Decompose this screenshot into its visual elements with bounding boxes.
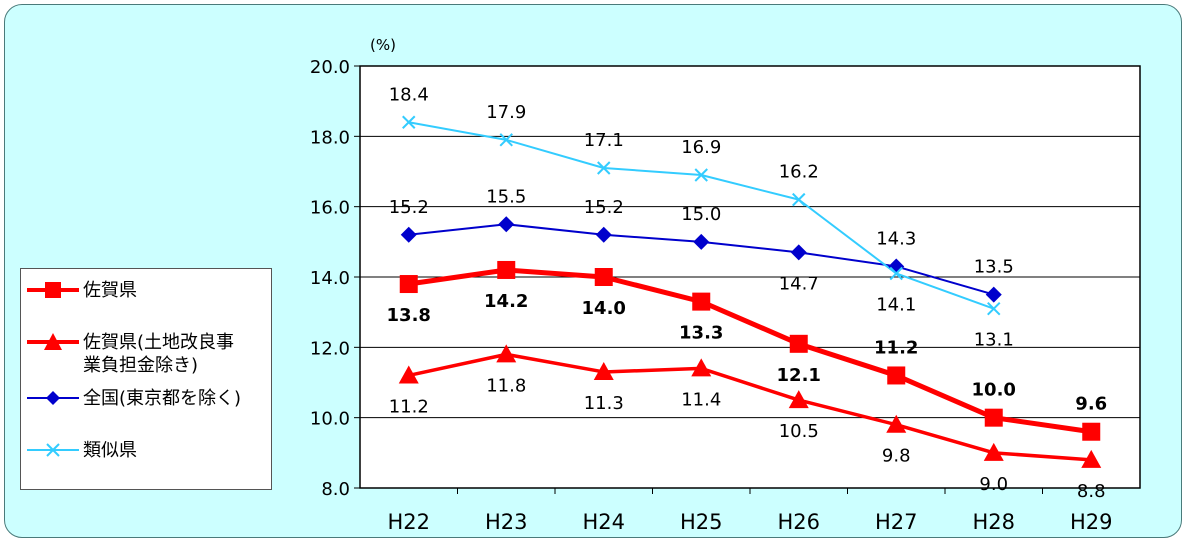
data-label: 16.9 (681, 137, 721, 158)
legend-label: 佐賀県(土地改良事 業負担金除き) (83, 332, 235, 376)
y-tick-label: 14.0 (310, 268, 350, 289)
data-point-square (594, 268, 613, 286)
data-label: 14.2 (484, 291, 528, 312)
data-point-square (789, 334, 808, 353)
data-point-x (694, 168, 708, 182)
data-point-triangle (496, 344, 517, 363)
legend-triangle-marker-icon (27, 333, 79, 350)
data-label: 14.3 (876, 228, 916, 249)
x-stroke (402, 115, 416, 129)
x-stroke (597, 161, 611, 175)
data-point-diamond (790, 244, 807, 261)
data-point-triangle (983, 442, 1004, 461)
y-tick-label: 10.0 (310, 409, 350, 430)
data-label: 14.1 (876, 294, 916, 315)
legend-diamond-marker-icon (27, 391, 79, 405)
data-label: 13.8 (387, 305, 431, 326)
data-point-square (887, 366, 906, 385)
data-label: 11.8 (486, 375, 526, 396)
data-point-x (987, 301, 1001, 316)
series-line (408, 352, 1092, 462)
data-point-triangle (593, 361, 614, 380)
x-stroke (889, 266, 903, 281)
data-label: 9.6 (1075, 394, 1107, 415)
data-label: 15.2 (584, 197, 624, 218)
x-tick-label: H23 (485, 510, 528, 534)
data-point-x (499, 133, 513, 147)
data-label: 9.8 (882, 446, 911, 467)
data-label: 13.1 (974, 330, 1014, 351)
data-label: 16.2 (779, 162, 819, 183)
data-point-triangle (691, 358, 712, 377)
x-tick-label: H22 (387, 510, 430, 534)
series-line (408, 267, 1092, 435)
legend-label: 佐賀県 (83, 280, 137, 301)
legend-square-marker-icon (27, 282, 79, 298)
data-label: 10.0 (972, 380, 1016, 401)
data-point-x (597, 161, 611, 175)
data-label: 12.1 (777, 365, 821, 386)
data-label: 9.0 (979, 474, 1008, 495)
data-point-square (497, 260, 516, 279)
data-label: 15.0 (681, 204, 721, 225)
legend: 佐賀県 佐賀県(土地改良事 業負担金除き) 全国(東京都を除く) 類似県 (20, 268, 272, 490)
data-label: 11.2 (874, 337, 918, 358)
data-label: 11.2 (389, 396, 429, 417)
x-tick-label: H28 (972, 510, 1015, 534)
data-label: 17.1 (584, 130, 624, 151)
y-unit-label: (%) (370, 36, 396, 54)
data-label: 15.2 (389, 197, 429, 218)
x-stroke (499, 133, 513, 147)
x-tick-label: H24 (582, 510, 625, 534)
x-tick-label: H27 (875, 510, 918, 534)
legend-label: 類似県 (83, 440, 137, 461)
y-tick-label: 12.0 (310, 338, 350, 359)
x-stroke (792, 192, 806, 207)
data-label: 13.3 (679, 323, 723, 344)
x-stroke (694, 168, 708, 182)
data-point-diamond (400, 226, 417, 243)
data-label: 18.4 (389, 84, 429, 105)
data-point-triangle (1081, 449, 1102, 468)
data-point-square (692, 292, 711, 311)
y-tick-label: 16.0 (310, 198, 350, 219)
legend-label: 全国(東京都を除く) (83, 388, 242, 409)
data-label: 14.0 (582, 298, 626, 319)
y-tick-label: 8.0 (321, 479, 350, 500)
data-point-x (402, 115, 416, 129)
data-label: 13.5 (974, 257, 1014, 278)
data-point-x (889, 266, 903, 281)
data-point-x (792, 192, 806, 207)
data-point-diamond (693, 233, 710, 250)
data-label: 11.4 (681, 389, 721, 410)
data-label: 15.5 (486, 186, 526, 207)
data-point-triangle (886, 414, 907, 433)
x-tick-label: H29 (1070, 510, 1113, 534)
data-point-diamond (595, 226, 612, 243)
data-label: 17.9 (486, 102, 526, 123)
data-label: 10.5 (779, 421, 819, 442)
data-label: 8.8 (1077, 481, 1106, 502)
data-point-triangle (398, 365, 419, 384)
legend-x-marker-icon (27, 443, 79, 457)
x-stroke (987, 301, 1001, 316)
x-tick-label: H26 (777, 510, 820, 534)
data-point-square (984, 408, 1003, 427)
y-tick-label: 20.0 (310, 57, 350, 78)
data-point-diamond (985, 286, 1002, 303)
y-tick-label: 18.0 (310, 127, 350, 148)
x-tick-label: H25 (680, 510, 723, 534)
data-point-diamond (498, 216, 515, 233)
data-point-square (399, 275, 418, 294)
data-point-triangle (788, 390, 809, 409)
data-point-square (1082, 422, 1101, 441)
data-label: 11.3 (584, 393, 624, 414)
data-label: 14.7 (779, 273, 819, 294)
